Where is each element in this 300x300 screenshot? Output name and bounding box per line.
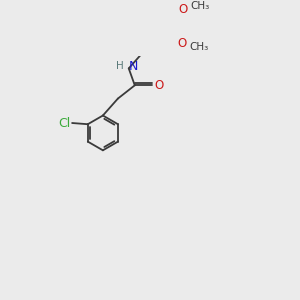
Text: O: O xyxy=(154,79,164,92)
Text: Cl: Cl xyxy=(58,116,70,130)
Text: O: O xyxy=(177,37,186,50)
Text: O: O xyxy=(178,3,188,16)
Text: CH₃: CH₃ xyxy=(189,42,208,52)
Text: CH₃: CH₃ xyxy=(190,1,209,10)
Text: N: N xyxy=(129,60,138,73)
Text: H: H xyxy=(116,61,123,71)
